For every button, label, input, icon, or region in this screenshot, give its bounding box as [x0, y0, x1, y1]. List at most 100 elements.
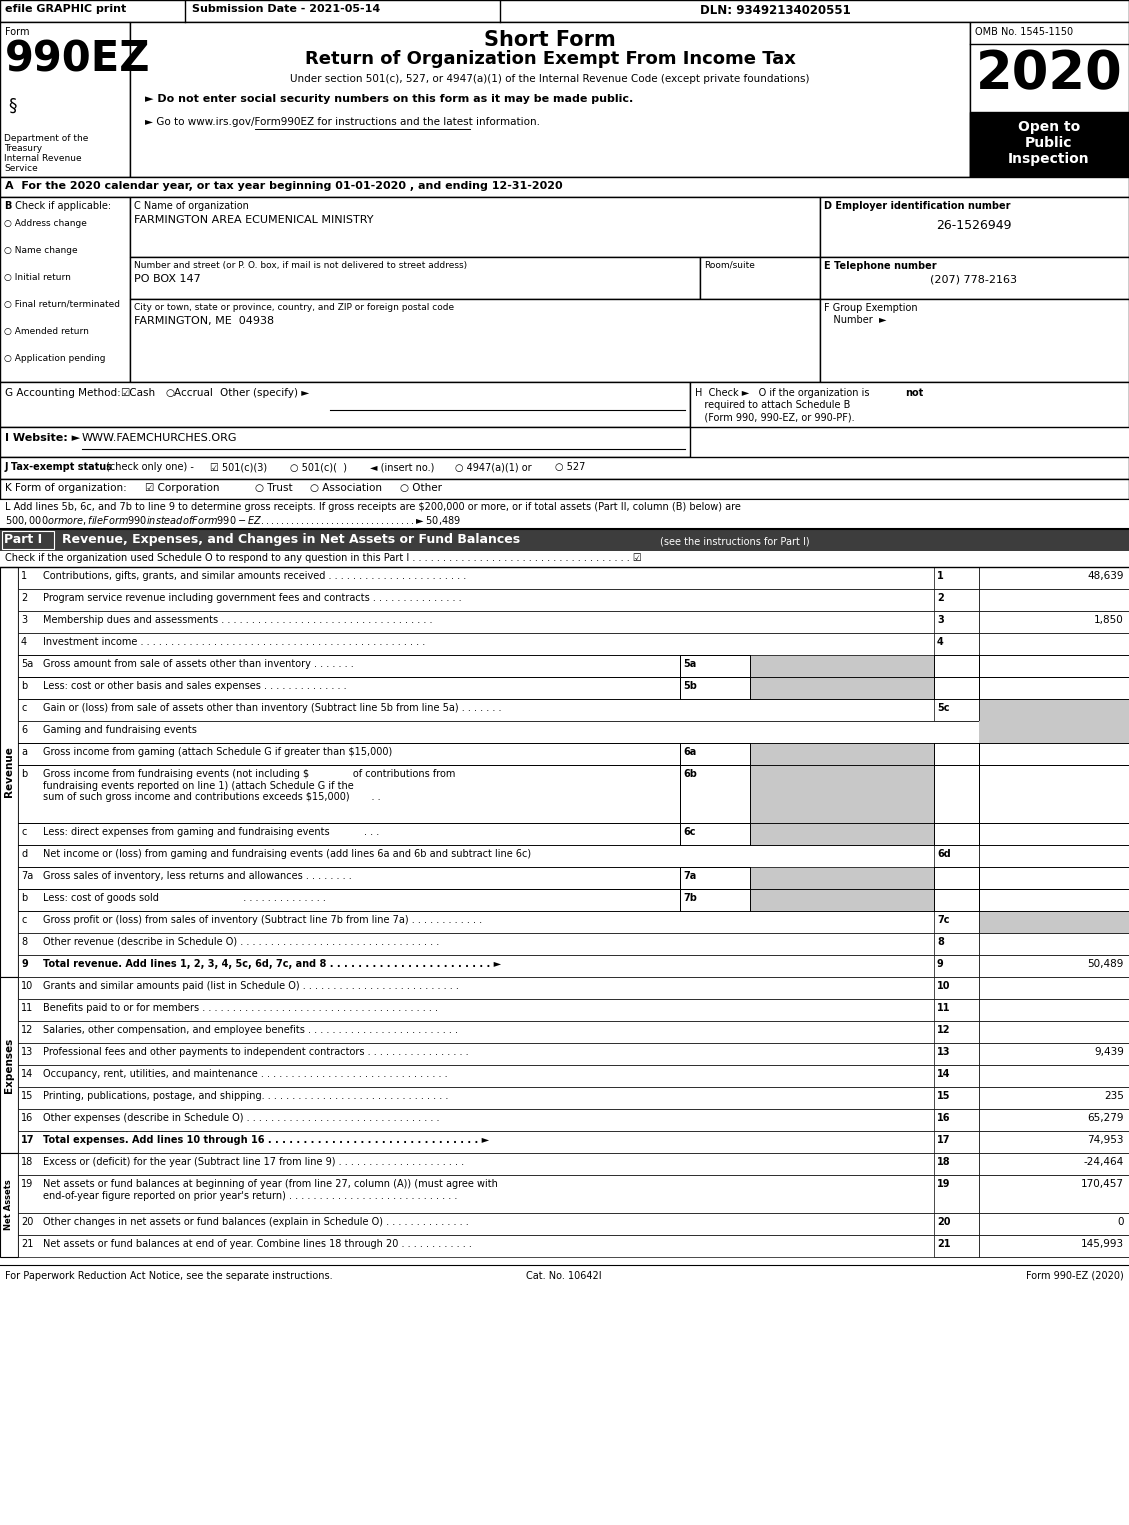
Text: 6d: 6d — [937, 849, 951, 859]
Text: Other (specify) ►: Other (specify) ► — [220, 387, 309, 398]
Text: 21: 21 — [937, 1238, 951, 1249]
Text: I Website: ►: I Website: ► — [5, 433, 80, 442]
Text: H  Check ►   O if the organization is: H Check ► O if the organization is — [695, 387, 873, 398]
Text: 1,850: 1,850 — [1094, 615, 1124, 625]
Bar — [979, 1235, 1129, 1257]
Text: 170,457: 170,457 — [1080, 1179, 1124, 1190]
Bar — [934, 1109, 979, 1132]
Text: 7b: 7b — [683, 894, 697, 903]
Text: ☑ Corporation: ☑ Corporation — [145, 483, 219, 493]
Bar — [934, 933, 979, 955]
Bar — [934, 1235, 979, 1257]
Text: Inspection: Inspection — [1008, 152, 1089, 166]
Bar — [18, 1212, 1129, 1235]
Bar — [979, 889, 1129, 910]
Bar — [820, 197, 1129, 258]
Text: City or town, state or province, country, and ZIP or foreign postal code: City or town, state or province, country… — [134, 303, 454, 313]
Bar — [18, 955, 1129, 978]
Bar — [0, 21, 130, 177]
Text: 10: 10 — [21, 981, 33, 991]
Bar — [18, 999, 1129, 1022]
Text: ☑Cash: ☑Cash — [120, 387, 155, 398]
Text: Total expenses. Add lines 10 through 16 . . . . . . . . . . . . . . . . . . . . : Total expenses. Add lines 10 through 16 … — [43, 1135, 489, 1145]
Bar — [0, 479, 1129, 499]
Bar — [18, 1174, 1129, 1212]
Bar — [0, 0, 1129, 21]
Text: 8: 8 — [937, 936, 944, 947]
Text: 7a: 7a — [683, 871, 697, 881]
Text: 12: 12 — [21, 1025, 34, 1035]
Bar — [690, 381, 1129, 427]
Text: Under section 501(c), 527, or 4947(a)(1) of the Internal Revenue Code (except pr: Under section 501(c), 527, or 4947(a)(1)… — [290, 75, 809, 84]
Text: 18: 18 — [21, 1157, 33, 1167]
Text: Service: Service — [5, 165, 37, 172]
Bar — [934, 1153, 979, 1174]
Bar — [979, 1153, 1129, 1174]
Bar — [979, 1109, 1129, 1132]
Text: Gain or (loss) from sale of assets other than inventory (Subtract line 5b from l: Gain or (loss) from sale of assets other… — [43, 703, 501, 714]
Text: 20: 20 — [21, 1217, 34, 1228]
Text: 12: 12 — [937, 1025, 951, 1035]
Text: ○ 527: ○ 527 — [555, 462, 585, 473]
Text: WWW.FAEMCHURCHES.ORG: WWW.FAEMCHURCHES.ORG — [82, 433, 237, 442]
Bar — [18, 1043, 1129, 1064]
Bar — [18, 978, 1129, 999]
Text: Gaming and fundraising events: Gaming and fundraising events — [43, 724, 196, 735]
Text: 5a: 5a — [683, 659, 697, 669]
Bar — [18, 612, 1129, 633]
Bar — [979, 1064, 1129, 1087]
Bar — [970, 111, 1129, 177]
Bar — [934, 845, 979, 868]
Text: Printing, publications, postage, and shipping. . . . . . . . . . . . . . . . . .: Printing, publications, postage, and shi… — [43, 1090, 448, 1101]
Text: F Group Exemption: F Group Exemption — [824, 303, 918, 313]
Bar — [934, 698, 979, 721]
Bar — [680, 677, 750, 698]
Bar — [0, 427, 690, 458]
Bar — [18, 1235, 1129, 1257]
Bar — [750, 824, 934, 845]
Bar — [934, 633, 979, 656]
Text: A  For the 2020 calendar year, or tax year beginning 01-01-2020 , and ending 12-: A For the 2020 calendar year, or tax yea… — [5, 181, 562, 191]
Bar — [18, 1153, 1129, 1174]
Text: 11: 11 — [937, 1003, 951, 1013]
Bar — [18, 868, 1129, 889]
Text: 16: 16 — [21, 1113, 33, 1122]
Text: 13: 13 — [937, 1048, 951, 1057]
Bar — [934, 1064, 979, 1087]
Text: Net assets or fund balances at end of year. Combine lines 18 through 20 . . . . : Net assets or fund balances at end of ye… — [43, 1238, 472, 1249]
Text: Expenses: Expenses — [5, 1037, 14, 1092]
Text: required to attach Schedule B: required to attach Schedule B — [695, 400, 850, 410]
Text: FARMINGTON AREA ECUMENICAL MINISTRY: FARMINGTON AREA ECUMENICAL MINISTRY — [134, 215, 374, 226]
Text: Less: cost of goods sold                           . . . . . . . . . . . . . .: Less: cost of goods sold . . . . . . . .… — [43, 894, 326, 903]
Text: Membership dues and assessments . . . . . . . . . . . . . . . . . . . . . . . . : Membership dues and assessments . . . . … — [43, 615, 432, 625]
Text: Other changes in net assets or fund balances (explain in Schedule O) . . . . . .: Other changes in net assets or fund bala… — [43, 1217, 469, 1228]
Text: Form 990-EZ (2020): Form 990-EZ (2020) — [1026, 1270, 1124, 1281]
Text: Salaries, other compensation, and employee benefits . . . . . . . . . . . . . . : Salaries, other compensation, and employ… — [43, 1025, 458, 1035]
Text: (Form 990, 990-EZ, or 990-PF).: (Form 990, 990-EZ, or 990-PF). — [695, 412, 855, 422]
Bar — [18, 766, 1129, 824]
Text: G Accounting Method:: G Accounting Method: — [5, 387, 121, 398]
Bar — [18, 1132, 1129, 1153]
Bar — [750, 656, 934, 677]
Text: Benefits paid to or for members . . . . . . . . . . . . . . . . . . . . . . . . : Benefits paid to or for members . . . . … — [43, 1003, 438, 1013]
Text: Check if applicable:: Check if applicable: — [12, 201, 111, 210]
Text: Less: cost or other basis and sales expenses . . . . . . . . . . . . . .: Less: cost or other basis and sales expe… — [43, 682, 347, 691]
Text: Public: Public — [1025, 136, 1073, 149]
Text: 4: 4 — [21, 637, 27, 647]
Bar — [934, 955, 979, 978]
Text: 7c: 7c — [937, 915, 949, 926]
Bar — [18, 1064, 1129, 1087]
Text: Other expenses (describe in Schedule O) . . . . . . . . . . . . . . . . . . . . : Other expenses (describe in Schedule O) … — [43, 1113, 439, 1122]
Bar — [0, 499, 1129, 529]
Bar — [979, 933, 1129, 955]
Text: 2: 2 — [937, 593, 944, 602]
Bar — [979, 567, 1129, 589]
Text: d: d — [21, 849, 27, 859]
Text: b: b — [21, 894, 27, 903]
Text: 2: 2 — [21, 593, 27, 602]
Bar — [680, 766, 750, 824]
Text: 1: 1 — [21, 570, 27, 581]
Text: Gross amount from sale of assets other than inventory . . . . . . .: Gross amount from sale of assets other t… — [43, 659, 353, 669]
Bar — [0, 177, 1129, 197]
Text: Check if the organization used Schedule O to respond to any question in this Par: Check if the organization used Schedule … — [5, 554, 641, 563]
